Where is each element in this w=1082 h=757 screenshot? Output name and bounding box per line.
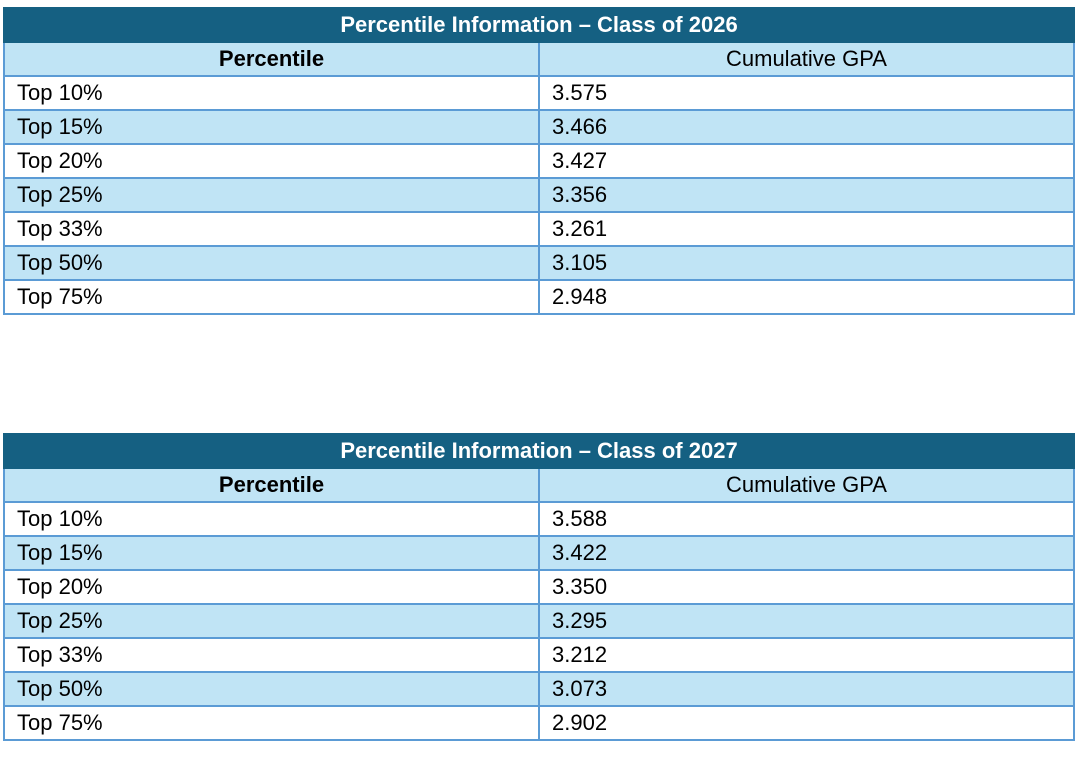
- table-row: Top 33% 3.261: [3, 211, 1075, 247]
- gpa-cell: 2.902: [538, 705, 1075, 741]
- percentile-cell: Top 25%: [3, 177, 540, 213]
- percentile-table-2026: Percentile Information – Class of 2026 P…: [3, 7, 1075, 315]
- gpa-cell: 3.105: [538, 245, 1075, 281]
- gpa-cell: 3.427: [538, 143, 1075, 179]
- table-title: Percentile Information – Class of 2027: [3, 433, 1075, 469]
- gpa-cell: 3.350: [538, 569, 1075, 605]
- table-row: Top 50% 3.073: [3, 671, 1075, 707]
- column-header-percentile: Percentile: [3, 467, 540, 503]
- percentile-cell: Top 10%: [3, 75, 540, 111]
- table-row: Top 25% 3.295: [3, 603, 1075, 639]
- percentile-cell: Top 50%: [3, 245, 540, 281]
- table-row: Top 33% 3.212: [3, 637, 1075, 673]
- table-row: Top 20% 3.427: [3, 143, 1075, 179]
- gpa-cell: 3.212: [538, 637, 1075, 673]
- percentile-table-2027: Percentile Information – Class of 2027 P…: [3, 433, 1075, 741]
- table-row: Top 10% 3.588: [3, 501, 1075, 537]
- table-title: Percentile Information – Class of 2026: [3, 7, 1075, 43]
- percentile-cell: Top 25%: [3, 603, 540, 639]
- percentile-cell: Top 15%: [3, 109, 540, 145]
- column-header-gpa: Cumulative GPA: [538, 41, 1075, 77]
- table-row: Top 15% 3.422: [3, 535, 1075, 571]
- column-header-gpa: Cumulative GPA: [538, 467, 1075, 503]
- column-header-percentile: Percentile: [3, 41, 540, 77]
- table-row: Top 75% 2.948: [3, 279, 1075, 315]
- table-row: Top 15% 3.466: [3, 109, 1075, 145]
- percentile-cell: Top 33%: [3, 211, 540, 247]
- percentile-cell: Top 75%: [3, 705, 540, 741]
- percentile-cell: Top 20%: [3, 143, 540, 179]
- percentile-cell: Top 50%: [3, 671, 540, 707]
- gpa-cell: 3.295: [538, 603, 1075, 639]
- percentile-cell: Top 75%: [3, 279, 540, 315]
- gpa-cell: 3.356: [538, 177, 1075, 213]
- gpa-cell: 3.422: [538, 535, 1075, 571]
- table-row: Top 25% 3.356: [3, 177, 1075, 213]
- table-row: Top 75% 2.902: [3, 705, 1075, 741]
- gpa-cell: 3.588: [538, 501, 1075, 537]
- gpa-cell: 3.073: [538, 671, 1075, 707]
- gpa-cell: 3.261: [538, 211, 1075, 247]
- percentile-cell: Top 15%: [3, 535, 540, 571]
- table-row: Top 50% 3.105: [3, 245, 1075, 281]
- percentile-cell: Top 33%: [3, 637, 540, 673]
- gpa-cell: 3.466: [538, 109, 1075, 145]
- percentile-cell: Top 20%: [3, 569, 540, 605]
- gpa-cell: 2.948: [538, 279, 1075, 315]
- gpa-cell: 3.575: [538, 75, 1075, 111]
- table-row: Top 10% 3.575: [3, 75, 1075, 111]
- percentile-cell: Top 10%: [3, 501, 540, 537]
- table-row: Top 20% 3.350: [3, 569, 1075, 605]
